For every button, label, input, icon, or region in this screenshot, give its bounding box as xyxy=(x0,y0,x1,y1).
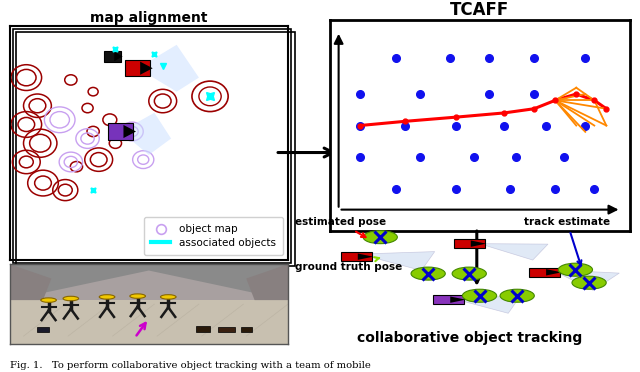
FancyBboxPatch shape xyxy=(196,326,210,332)
Circle shape xyxy=(558,263,593,276)
Circle shape xyxy=(130,294,145,298)
Text: track estimate: track estimate xyxy=(524,217,610,265)
FancyBboxPatch shape xyxy=(125,60,150,76)
Polygon shape xyxy=(246,264,288,300)
Polygon shape xyxy=(10,264,51,300)
Polygon shape xyxy=(433,295,464,304)
Polygon shape xyxy=(471,240,486,247)
Text: estimated pose: estimated pose xyxy=(294,217,386,237)
Polygon shape xyxy=(451,296,466,303)
Circle shape xyxy=(452,267,486,280)
Circle shape xyxy=(41,298,56,302)
Circle shape xyxy=(572,276,606,289)
Polygon shape xyxy=(10,270,288,300)
Title: map alignment: map alignment xyxy=(90,11,207,25)
FancyBboxPatch shape xyxy=(108,123,134,140)
Polygon shape xyxy=(454,239,484,248)
Circle shape xyxy=(411,267,445,280)
Circle shape xyxy=(363,231,397,244)
Polygon shape xyxy=(124,125,136,138)
Polygon shape xyxy=(552,270,620,291)
Polygon shape xyxy=(140,62,153,75)
Circle shape xyxy=(161,295,176,299)
Polygon shape xyxy=(358,253,373,260)
Legend: object map      , associated objects: object map , associated objects xyxy=(144,217,283,255)
Polygon shape xyxy=(10,264,288,300)
Text: collaborative object tracking: collaborative object tracking xyxy=(356,331,582,345)
Circle shape xyxy=(462,289,497,302)
Polygon shape xyxy=(452,296,520,313)
Circle shape xyxy=(500,289,534,302)
Polygon shape xyxy=(546,269,561,276)
Text: Fig. 1.   To perform collaborative object tracking with a team of mobile: Fig. 1. To perform collaborative object … xyxy=(10,361,371,370)
Polygon shape xyxy=(341,252,372,261)
Polygon shape xyxy=(529,268,560,277)
Circle shape xyxy=(99,295,115,299)
Text: ground truth pose: ground truth pose xyxy=(294,257,402,272)
Circle shape xyxy=(63,296,79,301)
Polygon shape xyxy=(121,113,171,155)
Title: TCAFF: TCAFF xyxy=(451,1,509,19)
FancyBboxPatch shape xyxy=(218,327,235,332)
Polygon shape xyxy=(138,45,199,92)
FancyBboxPatch shape xyxy=(241,327,252,332)
Polygon shape xyxy=(360,251,435,270)
Polygon shape xyxy=(479,244,548,260)
Polygon shape xyxy=(10,300,288,344)
Polygon shape xyxy=(115,52,123,61)
FancyBboxPatch shape xyxy=(104,51,121,62)
FancyBboxPatch shape xyxy=(37,327,49,332)
